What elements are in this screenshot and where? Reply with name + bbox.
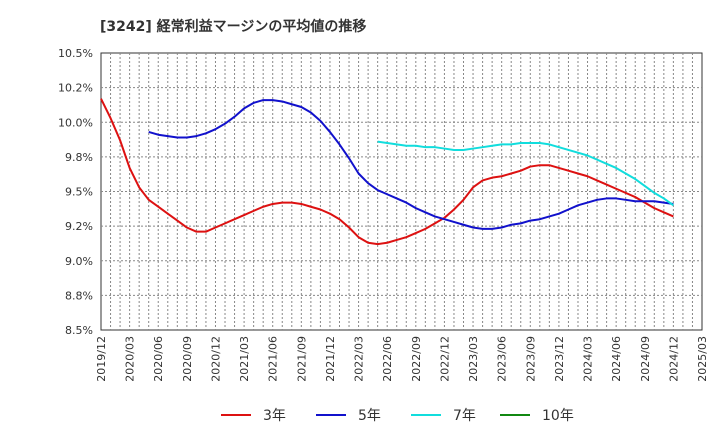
x-tick-label: 2022/06 bbox=[381, 336, 394, 382]
series-line bbox=[377, 140, 674, 207]
x-tick-label: 2021/03 bbox=[238, 336, 251, 382]
y-tick-label: 9.5% bbox=[65, 186, 93, 199]
y-tick-label: 8.8% bbox=[65, 289, 93, 302]
legend-label: 5年 bbox=[358, 408, 381, 424]
x-tick-label: 2023/03 bbox=[467, 336, 480, 382]
x-tick-label: 2025/03 bbox=[696, 336, 709, 382]
x-tick-label: 2020/03 bbox=[124, 336, 137, 382]
y-axis-ticks: 8.5% 8.8% 9.0% 9.2% 9.5% 9.8% 10.0% 10.2% 10.5% bbox=[58, 47, 93, 337]
series-lines bbox=[100, 98, 674, 246]
y-tick-label: 10.2% bbox=[58, 82, 93, 95]
legend-label: 7年 bbox=[453, 408, 476, 424]
y-tick-label: 9.0% bbox=[65, 255, 93, 268]
x-tick-label: 2020/06 bbox=[152, 336, 165, 382]
y-tick-label: 9.2% bbox=[65, 220, 93, 233]
legend: 3年 5年 7年 10年 bbox=[221, 408, 574, 424]
x-tick-label: 2024/03 bbox=[582, 336, 595, 382]
y-tick-label: 9.8% bbox=[65, 151, 93, 164]
y-tick-label: 10.5% bbox=[58, 47, 93, 60]
x-tick-label: 2020/09 bbox=[181, 336, 194, 382]
x-tick-label: 2019/12 bbox=[95, 336, 108, 382]
legend-label: 10年 bbox=[542, 408, 574, 424]
x-tick-label: 2021/09 bbox=[295, 336, 308, 382]
x-tick-label: 2024/09 bbox=[639, 336, 652, 382]
x-tick-label: 2024/12 bbox=[667, 336, 680, 382]
x-tick-label: 2022/09 bbox=[410, 336, 423, 382]
x-tick-label: 2021/06 bbox=[267, 336, 280, 382]
x-axis-ticks: 2019/12 2020/03 2020/06 2020/09 2020/12 2021/… bbox=[95, 336, 709, 382]
x-tick-label: 2023/09 bbox=[524, 336, 537, 382]
x-tick-label: 2022/12 bbox=[438, 336, 451, 382]
x-tick-label: 2023/06 bbox=[496, 336, 509, 382]
legend-label: 3年 bbox=[263, 408, 286, 424]
x-tick-label: 2020/12 bbox=[209, 336, 222, 382]
series-line bbox=[100, 98, 674, 246]
y-tick-label: 10.0% bbox=[58, 116, 93, 129]
chart-title: [3242] 経常利益マージンの平均値の推移 bbox=[100, 18, 366, 35]
x-tick-label: 2022/03 bbox=[353, 336, 366, 382]
grid-lines bbox=[101, 53, 702, 330]
x-tick-label: 2023/12 bbox=[553, 336, 566, 382]
x-tick-label: 2021/12 bbox=[324, 336, 337, 382]
series-line bbox=[148, 99, 674, 230]
x-tick-label: 2024/06 bbox=[610, 336, 623, 382]
y-tick-label: 8.5% bbox=[65, 324, 93, 337]
